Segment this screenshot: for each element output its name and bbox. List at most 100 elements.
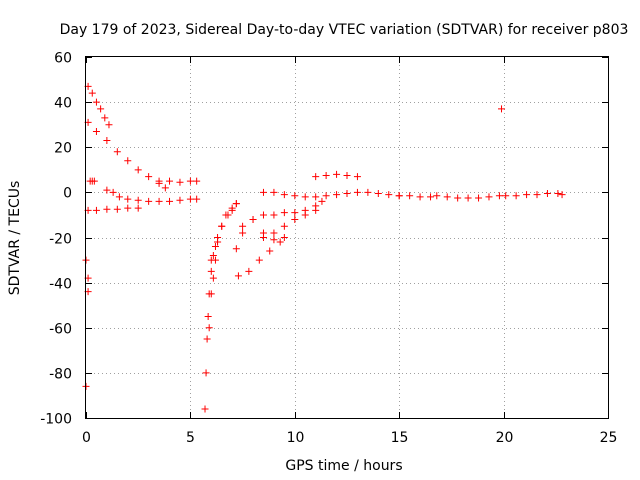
data-point xyxy=(270,236,278,244)
data-point xyxy=(416,193,424,201)
y-tick-label: -80 xyxy=(49,367,72,383)
data-point xyxy=(134,204,142,212)
y-tick-label: -20 xyxy=(49,232,72,248)
series-arc-4 xyxy=(84,204,142,214)
data-point xyxy=(218,222,226,230)
data-point xyxy=(333,170,341,178)
data-point xyxy=(443,193,451,201)
data-point xyxy=(312,193,320,201)
y-tick-label: -40 xyxy=(49,277,72,293)
series-arc-19 xyxy=(502,190,566,200)
data-point xyxy=(124,204,132,212)
plot-frame xyxy=(85,56,609,419)
x-tick-label: 10 xyxy=(287,430,305,446)
data-point xyxy=(205,324,213,332)
series-arc-18 xyxy=(433,192,503,202)
data-point xyxy=(259,211,267,219)
y-tick-label: 0 xyxy=(63,186,72,202)
data-point xyxy=(90,177,98,185)
data-point xyxy=(145,173,153,181)
data-point xyxy=(113,205,121,213)
y-tick-label: 40 xyxy=(54,96,72,112)
series-arc-11 xyxy=(232,197,326,253)
data-point xyxy=(97,105,105,113)
data-point xyxy=(155,197,163,205)
series-arc-20 xyxy=(498,105,506,113)
data-point xyxy=(193,177,201,185)
data-point xyxy=(101,114,109,122)
data-point xyxy=(124,157,132,165)
data-point xyxy=(166,197,174,205)
data-point xyxy=(343,171,351,179)
data-point xyxy=(214,234,222,241)
data-point xyxy=(234,272,242,280)
series-arc-13 xyxy=(234,238,284,280)
data-point xyxy=(113,148,121,156)
data-point xyxy=(155,177,163,185)
data-point xyxy=(204,312,212,320)
data-point xyxy=(103,136,111,144)
data-point xyxy=(166,177,174,185)
data-point xyxy=(115,193,123,201)
data-point xyxy=(209,252,217,260)
data-point xyxy=(228,206,236,214)
data-point xyxy=(103,205,111,213)
data-point xyxy=(249,215,257,223)
data-point xyxy=(109,188,117,196)
x-tick-label: 0 xyxy=(82,430,91,446)
data-point xyxy=(385,191,393,199)
series-arc-8 xyxy=(201,238,222,413)
data-point xyxy=(255,256,263,264)
data-point xyxy=(202,369,210,377)
data-point xyxy=(103,186,111,194)
data-point xyxy=(512,192,520,200)
series-arc-10 xyxy=(207,200,240,264)
data-point xyxy=(259,188,267,196)
data-point xyxy=(353,188,361,196)
data-point xyxy=(301,193,309,201)
data-point xyxy=(176,178,184,186)
data-point xyxy=(333,191,341,199)
data-point xyxy=(523,191,531,199)
y-tick-label: 20 xyxy=(54,141,72,157)
data-point xyxy=(145,197,153,205)
series-arc-16 xyxy=(312,170,361,181)
data-point xyxy=(270,211,278,219)
data-point xyxy=(245,267,253,275)
data-point xyxy=(232,245,240,253)
grid xyxy=(86,57,608,418)
data-point xyxy=(343,190,351,198)
data-point xyxy=(161,184,169,192)
data-point xyxy=(207,267,215,275)
data-point xyxy=(224,211,232,219)
chart-title: Day 179 of 2023, Sidereal Day-to-day VTE… xyxy=(60,22,629,38)
data-point xyxy=(543,190,551,198)
y-tick-label: -100 xyxy=(40,412,72,428)
series-arc-7 xyxy=(82,256,92,390)
data-point xyxy=(92,127,100,135)
data-point xyxy=(280,191,288,199)
data-point xyxy=(239,222,247,230)
data-point xyxy=(92,98,100,106)
data-point xyxy=(124,195,132,203)
data-point xyxy=(193,195,201,203)
data-point xyxy=(558,191,566,199)
data-point xyxy=(201,405,209,413)
data-point xyxy=(395,192,403,200)
series-arc-6 xyxy=(155,177,201,186)
data-point xyxy=(105,121,113,129)
series-arc-14 xyxy=(259,206,320,241)
x-tick-label: 25 xyxy=(600,430,618,446)
data-point xyxy=(322,171,330,179)
data-point xyxy=(209,274,217,282)
data-point xyxy=(406,192,414,200)
data-point xyxy=(374,190,382,198)
data-point xyxy=(427,193,435,201)
data-point xyxy=(134,166,142,174)
y-axis-label: SDTVAR / TECUs xyxy=(7,181,23,296)
data-point xyxy=(301,211,309,219)
data-point xyxy=(207,290,215,298)
series-arc-12 xyxy=(239,215,288,244)
series-arc-15 xyxy=(259,188,403,201)
data-point xyxy=(232,200,240,208)
